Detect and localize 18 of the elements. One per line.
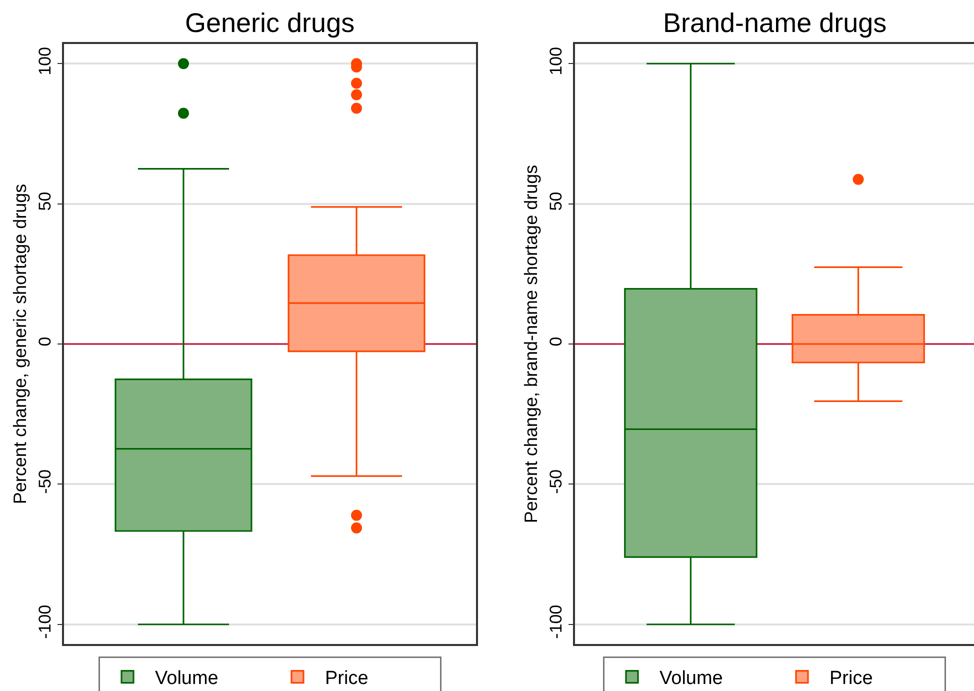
y-tick-label: -100 xyxy=(546,604,566,639)
y-axis-title: Percent change, brand-name shortage drugs xyxy=(521,164,542,524)
y-tick-label: 0 xyxy=(546,336,566,346)
y-axis-title: Percent change, generic shortage drugs xyxy=(10,184,30,504)
y-tick-label: 100 xyxy=(546,46,566,76)
chart-title: Generic drugs xyxy=(185,8,355,38)
legend-label: Volume xyxy=(155,668,218,690)
legend-label: Price xyxy=(325,668,368,690)
y-tick-label: -50 xyxy=(546,469,566,494)
y-tick-label: 100 xyxy=(35,46,54,76)
y-tick-label: 50 xyxy=(546,192,566,211)
y-tick-label: 0 xyxy=(35,336,54,346)
y-tick-label: -50 xyxy=(35,469,54,494)
legend-label: Price xyxy=(830,668,873,690)
y-tick-label: 50 xyxy=(35,192,54,211)
legend-label: Volume xyxy=(660,668,723,690)
chart-title: Brand-name drugs xyxy=(663,8,887,38)
y-tick-label: -100 xyxy=(35,604,54,639)
